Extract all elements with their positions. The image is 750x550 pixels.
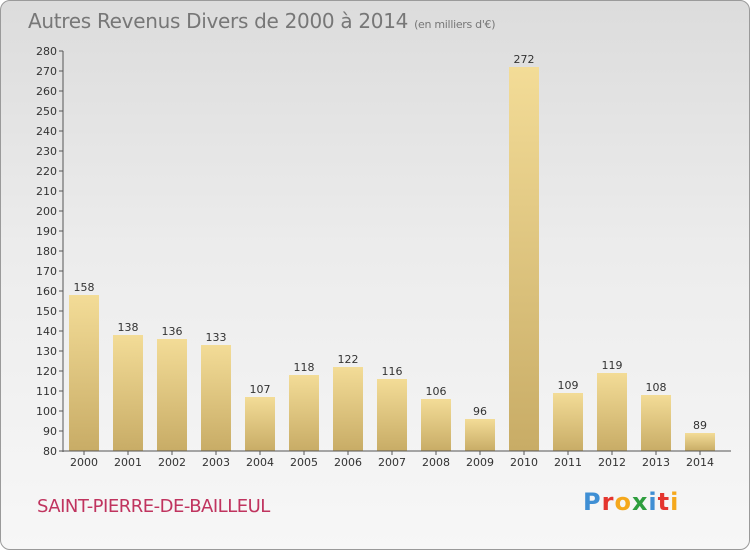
bar-value-label: 138 [118, 321, 139, 334]
y-tick-label: 190 [36, 225, 57, 238]
bar [553, 393, 583, 451]
bar-value-label: 89 [693, 419, 707, 432]
logo-letter: o [614, 488, 632, 516]
bar-value-label: 272 [514, 53, 535, 66]
y-tick-label: 250 [36, 105, 57, 118]
chart-title: Autres Revenus Divers de 2000 à 2014 (en … [28, 9, 496, 33]
bar-value-label: 122 [338, 353, 359, 366]
x-tick-label: 2000 [70, 456, 98, 469]
bar-value-label: 108 [646, 381, 667, 394]
bar-value-label: 119 [602, 359, 623, 372]
logo-letter: P [583, 488, 602, 516]
bar-value-label: 136 [162, 325, 183, 338]
x-tick-label: 2002 [158, 456, 186, 469]
bar [333, 367, 363, 451]
y-tick-label: 180 [36, 245, 57, 258]
bar-value-label: 116 [382, 365, 403, 378]
bar [289, 375, 319, 451]
bar-value-label: 133 [206, 331, 227, 344]
bar [377, 379, 407, 451]
title-text: Autres Revenus Divers de 2000 à 2014 [28, 9, 409, 33]
x-tick-label: 2004 [246, 456, 274, 469]
bar [69, 295, 99, 451]
bar [597, 373, 627, 451]
bar-value-label: 96 [473, 405, 487, 418]
bar [465, 419, 495, 451]
proxiti-logo: Proxiti [583, 488, 679, 516]
x-tick-label: 2008 [422, 456, 450, 469]
y-tick-label: 240 [36, 125, 57, 138]
bar [641, 395, 671, 451]
commune-name: SAINT-PIERRE-DE-BAILLEUL [37, 496, 270, 517]
y-tick-label: 280 [36, 45, 57, 58]
x-tick-label: 2003 [202, 456, 230, 469]
bar-value-label: 106 [426, 385, 447, 398]
x-tick-label: 2010 [510, 456, 538, 469]
bar-value-label: 107 [250, 383, 271, 396]
y-tick-label: 270 [36, 65, 57, 78]
bar [201, 345, 231, 451]
bar [685, 433, 715, 451]
x-tick-label: 2013 [642, 456, 670, 469]
x-tick-label: 2012 [598, 456, 626, 469]
y-tick-label: 170 [36, 265, 57, 278]
y-tick-label: 260 [36, 85, 57, 98]
bar [113, 335, 143, 451]
y-tick-label: 160 [36, 285, 57, 298]
y-tick-label: 110 [36, 385, 57, 398]
bar [421, 399, 451, 451]
x-tick-label: 2007 [378, 456, 406, 469]
bar-value-label: 158 [74, 281, 95, 294]
y-tick-label: 210 [36, 185, 57, 198]
x-tick-label: 2014 [686, 456, 714, 469]
y-tick-label: 150 [36, 305, 57, 318]
y-tick-label: 90 [43, 425, 57, 438]
x-tick-label: 2009 [466, 456, 494, 469]
bar [157, 339, 187, 451]
y-tick-label: 100 [36, 405, 57, 418]
logo-letter: i [648, 488, 658, 516]
logo-letter: r [601, 488, 615, 516]
bar [245, 397, 275, 451]
bar-value-label: 118 [294, 361, 315, 374]
y-tick-label: 120 [36, 365, 57, 378]
y-tick-label: 80 [43, 445, 57, 458]
x-tick-label: 2011 [554, 456, 582, 469]
bar [509, 67, 539, 451]
x-tick-label: 2001 [114, 456, 142, 469]
logo-letter: t [657, 488, 671, 516]
y-tick-label: 140 [36, 325, 57, 338]
logo-letter: x [631, 488, 649, 516]
y-tick-label: 230 [36, 145, 57, 158]
y-tick-label: 130 [36, 345, 57, 358]
x-tick-label: 2005 [290, 456, 318, 469]
y-tick-label: 200 [36, 205, 57, 218]
logo-letter: i [670, 488, 680, 516]
title-unit: (en milliers d'€) [414, 18, 496, 31]
x-tick-label: 2006 [334, 456, 362, 469]
bar-value-label: 109 [558, 379, 579, 392]
y-tick-label: 220 [36, 165, 57, 178]
